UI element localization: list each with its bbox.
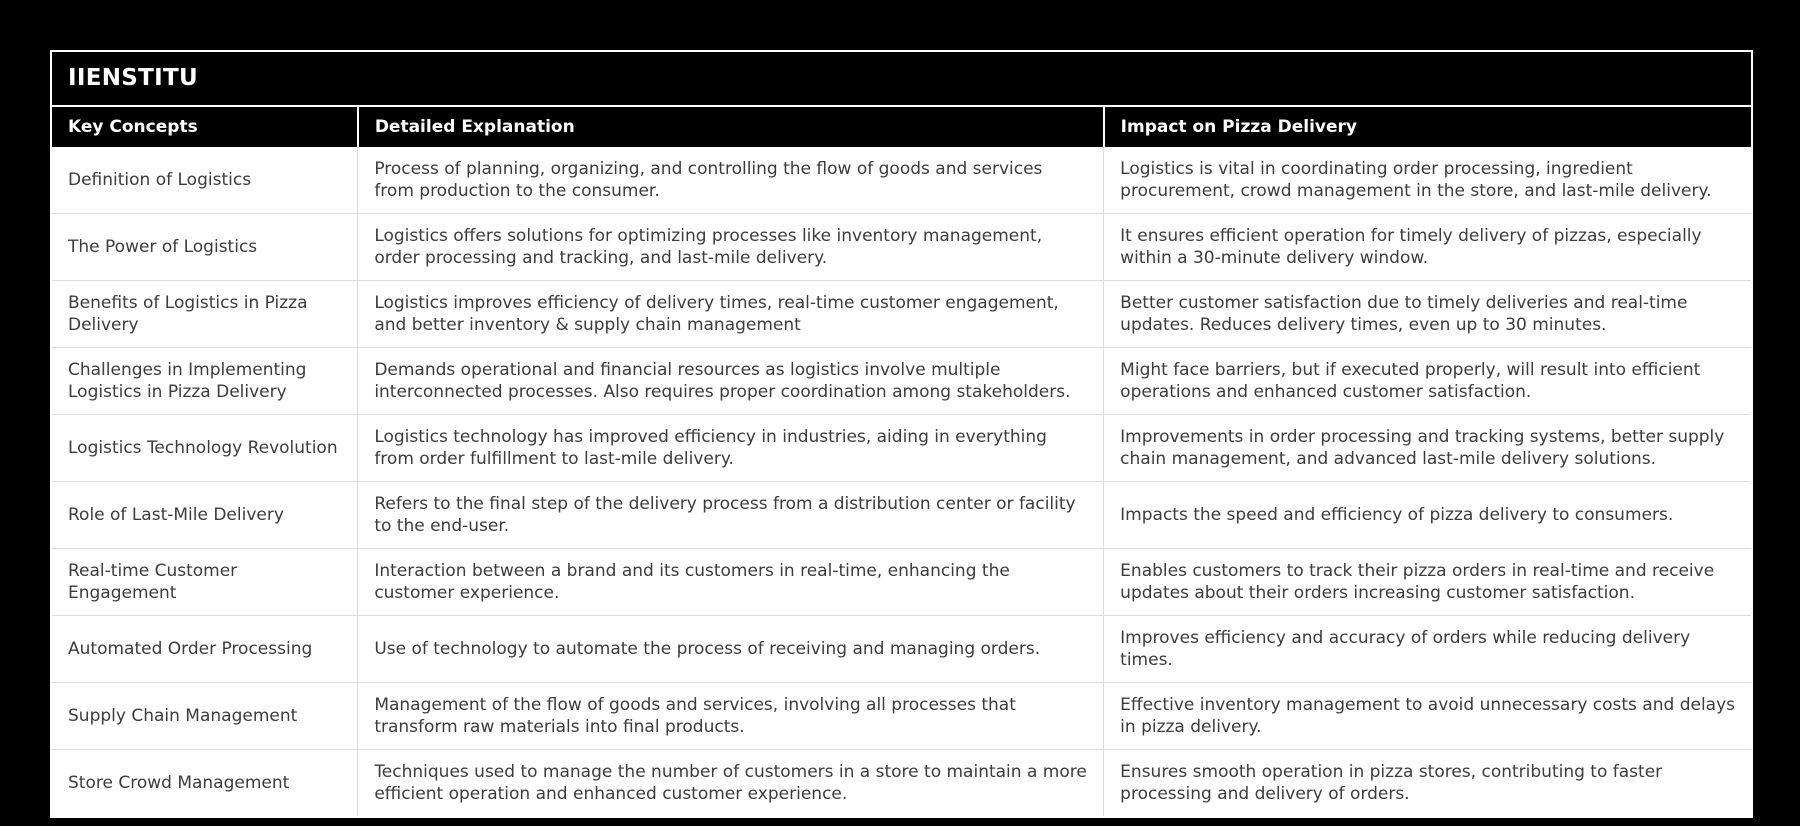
cell-explanation: Management of the flow of goods and serv… (357, 682, 1105, 750)
header-row: Key Concepts Detailed Explanation Impact… (52, 107, 1751, 147)
cell-explanation: Logistics technology has improved effici… (357, 414, 1105, 482)
cell-explanation: Logistics improves efficiency of deliver… (357, 280, 1105, 348)
cell-impact: Better customer satisfaction due to time… (1103, 280, 1751, 348)
cell-explanation: Process of planning, organizing, and con… (357, 147, 1105, 214)
cell-concept: Definition of Logistics (52, 147, 359, 214)
cell-explanation: Demands operational and financial resour… (357, 347, 1105, 415)
table-row: Role of Last-Mile Delivery Refers to the… (52, 481, 1751, 549)
cell-explanation: Refers to the final step of the delivery… (357, 481, 1105, 549)
cell-concept: Automated Order Processing (52, 615, 359, 683)
cell-impact: Impacts the speed and efficiency of pizz… (1103, 481, 1751, 549)
table-row: Logistics Technology Revolution Logistic… (52, 414, 1751, 482)
cell-impact: Ensures smooth operation in pizza stores… (1103, 749, 1751, 816)
cell-concept: Real-time Customer Engagement (52, 548, 359, 616)
cell-impact: Improvements in order processing and tra… (1103, 414, 1751, 482)
cell-concept: Store Crowd Management (52, 749, 359, 816)
cell-concept: Logistics Technology Revolution (52, 414, 359, 482)
cell-impact: Might face barriers, but if executed pro… (1103, 347, 1751, 415)
cell-concept: The Power of Logistics (52, 213, 359, 281)
cell-explanation: Use of technology to automate the proces… (357, 615, 1105, 683)
logistics-table-card: IIENSTITU Key Concepts Detailed Explanat… (50, 50, 1753, 818)
cell-concept: Challenges in Implementing Logistics in … (52, 347, 359, 415)
cell-explanation: Logistics offers solutions for optimizin… (357, 213, 1105, 281)
table-row: Challenges in Implementing Logistics in … (52, 347, 1751, 415)
cell-impact: Logistics is vital in coordinating order… (1103, 147, 1751, 214)
cell-concept: Supply Chain Management (52, 682, 359, 750)
column-header-key-concepts: Key Concepts (52, 107, 359, 147)
cell-impact: Improves efficiency and accuracy of orde… (1103, 615, 1751, 683)
cell-explanation: Techniques used to manage the number of … (357, 749, 1105, 816)
cell-impact: It ensures efficient operation for timel… (1103, 213, 1751, 281)
logistics-table: Key Concepts Detailed Explanation Impact… (52, 107, 1751, 816)
cell-impact: Enables customers to track their pizza o… (1103, 548, 1751, 616)
table-body: Definition of Logistics Process of plann… (52, 147, 1751, 816)
table-row: Store Crowd Management Techniques used t… (52, 749, 1751, 816)
table-row: Supply Chain Management Management of th… (52, 682, 1751, 750)
column-header-impact-on-pizza-delivery: Impact on Pizza Delivery (1103, 107, 1751, 147)
cell-concept: Benefits of Logistics in Pizza Delivery (52, 280, 359, 348)
table-row: Definition of Logistics Process of plann… (52, 147, 1751, 214)
brand-title: IIENSTITU (52, 52, 1751, 107)
table-header: Key Concepts Detailed Explanation Impact… (52, 107, 1751, 147)
cell-explanation: Interaction between a brand and its cust… (357, 548, 1105, 616)
table-row: Automated Order Processing Use of techno… (52, 615, 1751, 683)
table-row: Benefits of Logistics in Pizza Delivery … (52, 280, 1751, 348)
cell-impact: Effective inventory management to avoid … (1103, 682, 1751, 750)
table-row: The Power of Logistics Logistics offers … (52, 213, 1751, 281)
cell-concept: Role of Last-Mile Delivery (52, 481, 359, 549)
column-header-detailed-explanation: Detailed Explanation (357, 107, 1105, 147)
table-row: Real-time Customer Engagement Interactio… (52, 548, 1751, 616)
